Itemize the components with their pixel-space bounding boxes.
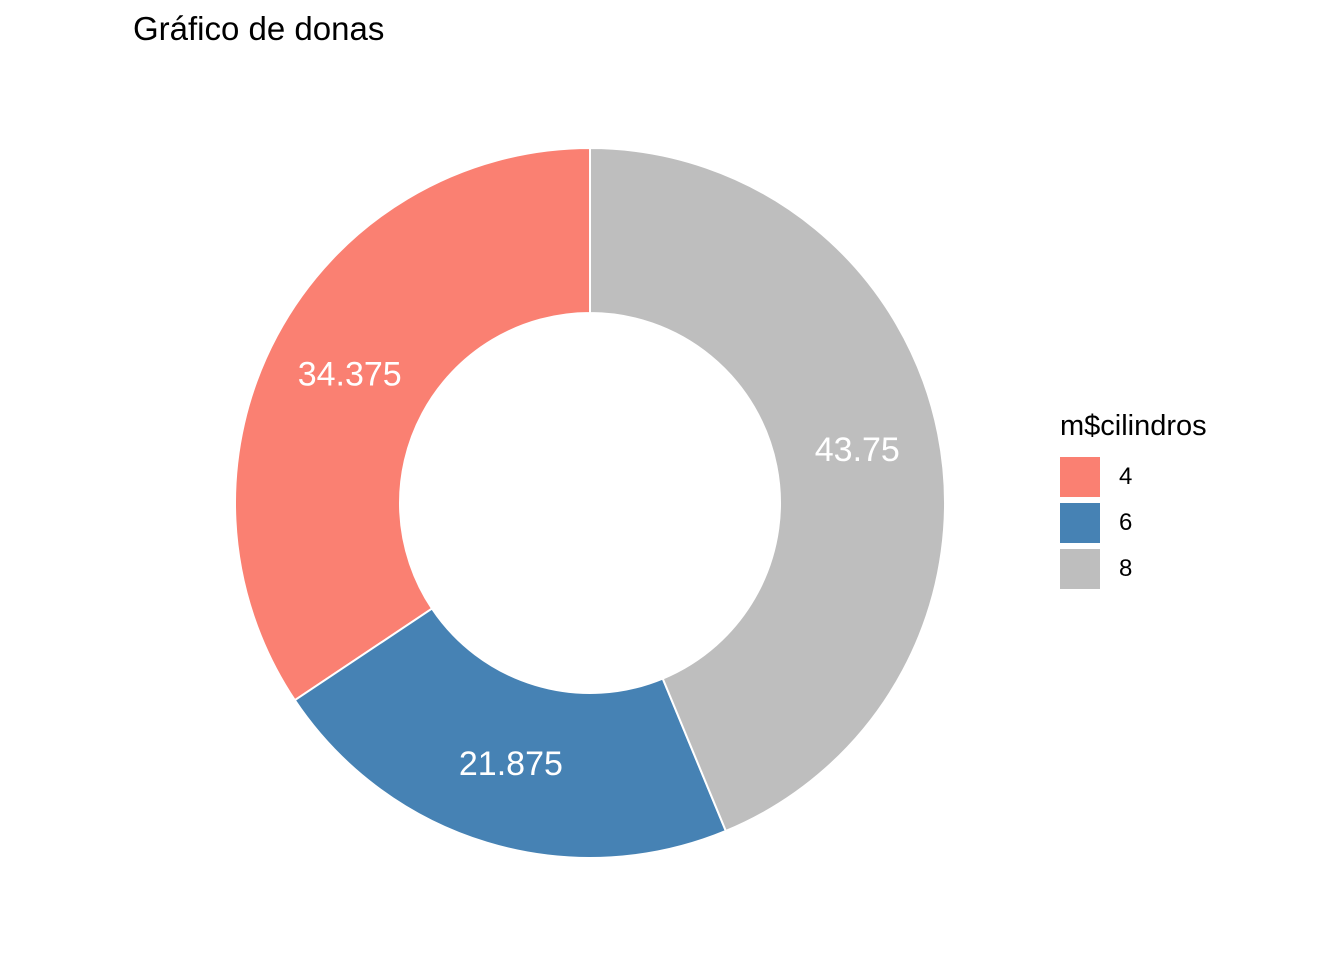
legend-label-8: 8	[1119, 555, 1133, 582]
legend-swatch-4	[1060, 457, 1100, 497]
legend-label-4: 4	[1119, 463, 1133, 490]
donut-segment-8	[589, 147, 947, 832]
legend: m$cilindros 4 6 8	[1060, 410, 1207, 595]
donut-segment-4	[234, 147, 591, 702]
legend-swatch-6	[1060, 503, 1100, 543]
legend-item-6: 6	[1060, 503, 1207, 543]
legend-title: m$cilindros	[1060, 410, 1207, 442]
slice-label-6: 21.875	[459, 745, 563, 783]
legend-items: 4 6 8	[1060, 457, 1207, 589]
legend-item-4: 4	[1060, 457, 1207, 497]
slice-label-4: 34.375	[298, 356, 402, 394]
legend-swatch-8	[1060, 549, 1100, 589]
slice-label-8: 43.75	[815, 431, 900, 469]
legend-item-8: 8	[1060, 549, 1207, 589]
chart-title: Gráfico de donas	[133, 10, 385, 47]
donut-segment-6	[293, 607, 727, 859]
legend-label-6: 6	[1119, 509, 1133, 536]
